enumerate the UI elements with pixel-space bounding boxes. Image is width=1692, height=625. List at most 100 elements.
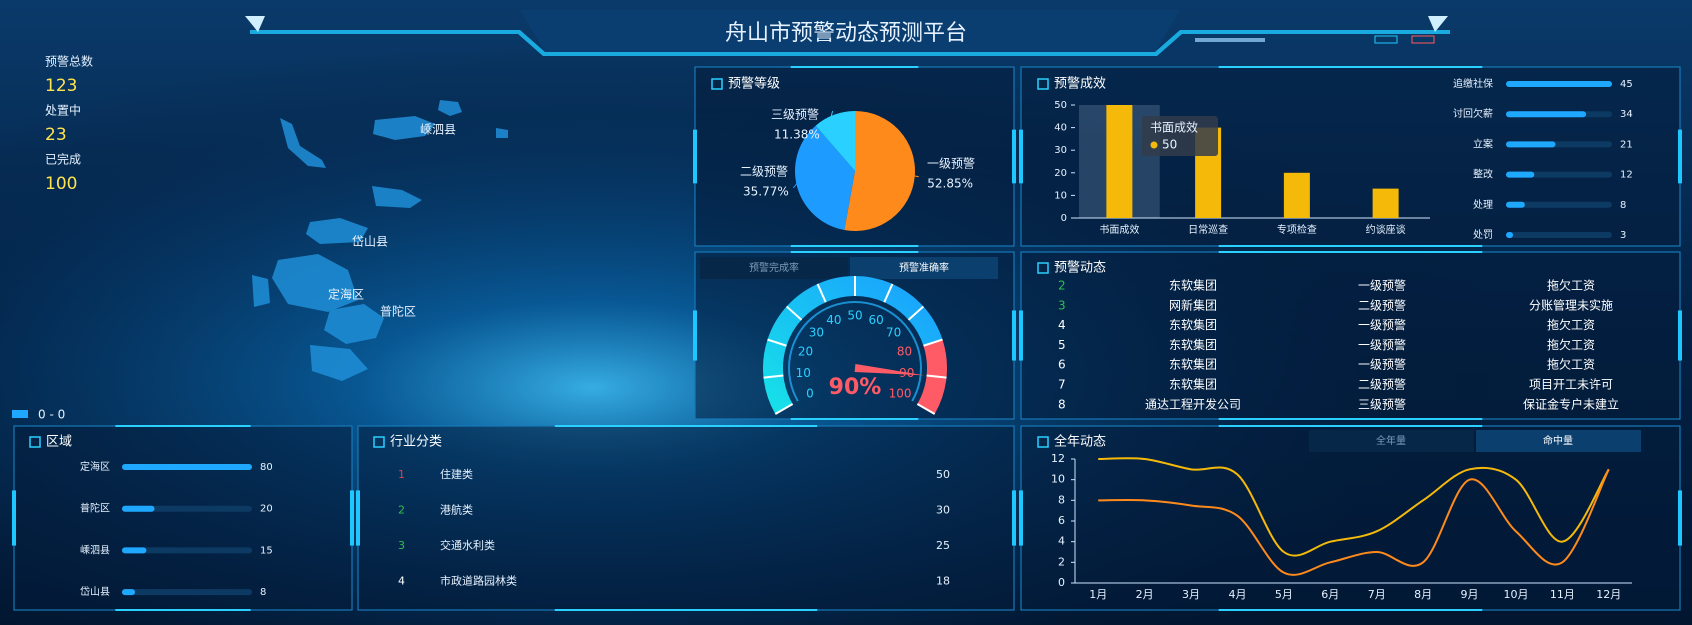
gauge-tick-label: 60 — [869, 313, 884, 327]
header-deco — [245, 16, 265, 32]
tab[interactable] — [850, 257, 998, 279]
table-cell: 东软集团 — [1169, 317, 1217, 332]
map — [252, 100, 508, 381]
table-cell: 三级预警 — [1358, 396, 1406, 411]
gauge-inner-ring — [788, 301, 922, 402]
progress-bar — [1506, 171, 1535, 178]
rank: 3 — [398, 539, 405, 552]
gauge-tick — [926, 374, 947, 379]
rank: 4 — [398, 575, 405, 588]
panel — [13, 425, 353, 611]
panel-accent — [1678, 490, 1682, 546]
y-tick-label: 6 — [1058, 514, 1065, 527]
bar — [1106, 105, 1133, 218]
panel-title: 区域 — [46, 435, 72, 450]
header-frame — [250, 30, 1450, 56]
table-cell: 项目开工未许可 — [1529, 378, 1613, 392]
progress-bar — [1506, 81, 1612, 87]
panel-accent — [12, 490, 16, 546]
map-label: 普陀区 — [380, 304, 416, 319]
table-cell: 保证金专户未建立 — [1523, 396, 1619, 411]
panel-icon — [711, 78, 723, 90]
y-tick-label: 2 — [1058, 555, 1065, 568]
panel-title: 全年动态 — [1054, 434, 1106, 450]
header-deco — [1411, 35, 1435, 44]
x-tick-label: 2月 — [1136, 588, 1154, 601]
industry-name: 市政道路园林类 — [440, 574, 517, 588]
x-tick-label: 9月 — [1461, 588, 1479, 601]
gauge-tick — [774, 403, 794, 415]
rank: 1 — [398, 468, 405, 481]
stat-value: 23 — [45, 125, 67, 145]
tab-label[interactable]: 全年量 — [1376, 434, 1406, 447]
stat-label: 已完成 — [45, 152, 81, 167]
tooltip-label: 书面成效 — [1150, 120, 1198, 135]
stat-label: 预警总数 — [45, 54, 93, 69]
gauge-tick-label: 0 — [806, 387, 814, 401]
table-cell: 一级预警 — [1358, 357, 1406, 372]
table-cell: 通达工程开发公司 — [1145, 396, 1241, 411]
panel-accent — [693, 310, 697, 361]
header-deco — [1195, 38, 1265, 42]
industry-value: 50 — [936, 468, 950, 481]
industry-name: 住建类 — [440, 467, 473, 481]
progress-label: 处理 — [1473, 199, 1493, 211]
progress-label: 讨回欠薪 — [1453, 107, 1493, 120]
table-cell: 网新集团 — [1169, 297, 1217, 312]
map-legend: 0 - 0 — [38, 408, 65, 422]
table-cell: 东软集团 — [1169, 357, 1217, 372]
tab[interactable] — [1309, 430, 1474, 452]
progress-value: 34 — [1620, 109, 1633, 120]
tooltip-value: 50 — [1162, 138, 1177, 152]
panel-icon — [1037, 262, 1049, 274]
stat-value: 100 — [45, 174, 77, 194]
table-cell: 一级预警 — [1358, 278, 1406, 293]
progress-track — [1506, 232, 1612, 238]
pie-slice — [815, 111, 855, 171]
gauge-tick — [785, 305, 803, 321]
pie-value-label: 11.38% — [774, 128, 820, 142]
y-tick-label: 10 — [1051, 473, 1065, 486]
table-cell: 8 — [1058, 397, 1066, 411]
industry-name: 港航类 — [440, 503, 473, 517]
progress-value: 12 — [1620, 170, 1633, 181]
progress-track — [122, 505, 252, 512]
gauge-tick — [916, 403, 936, 415]
table-cell: 二级预警 — [1358, 297, 1406, 312]
industry-value: 30 — [936, 504, 950, 517]
tab-label[interactable]: 预警完成率 — [749, 261, 799, 274]
panel-accent — [1019, 310, 1023, 361]
progress-bar — [1506, 141, 1556, 148]
table-cell: 东软集团 — [1169, 278, 1217, 293]
panel-accent — [1019, 490, 1023, 546]
header-deco — [1428, 16, 1448, 32]
progress-value: 8 — [260, 587, 266, 598]
tab-label[interactable]: 命中量 — [1543, 434, 1573, 447]
y-tick-label: 30 — [1054, 145, 1067, 156]
map-label: 岱山县 — [352, 235, 388, 249]
bar — [1372, 188, 1399, 218]
pie-label: 二级预警 — [740, 164, 788, 179]
pie-label: 三级预警 — [771, 107, 819, 122]
progress-label: 岱山县 — [80, 585, 110, 598]
tooltip — [1142, 116, 1218, 156]
progress-bar — [1506, 201, 1525, 208]
table-cell: 东软集团 — [1169, 337, 1217, 352]
x-tick-label: 1月 — [1089, 588, 1107, 601]
progress-track — [122, 547, 252, 554]
gauge-tick-label: 30 — [809, 326, 824, 340]
panel-accent — [350, 490, 354, 546]
panel — [1020, 425, 1681, 611]
tab-label[interactable]: 预警准确率 — [899, 261, 949, 274]
panel-title: 预警成效 — [1054, 76, 1106, 92]
progress-label: 立案 — [1473, 137, 1493, 150]
gauge-tick — [907, 305, 925, 321]
tab[interactable] — [1476, 430, 1641, 452]
progress-track — [122, 589, 252, 596]
table-cell: 拖欠工资 — [1547, 317, 1595, 332]
progress-label: 追缴社保 — [1453, 77, 1493, 90]
bar — [1283, 172, 1310, 218]
stat-value: 123 — [45, 76, 77, 96]
line-series — [1098, 457, 1610, 557]
tab[interactable] — [700, 257, 848, 279]
